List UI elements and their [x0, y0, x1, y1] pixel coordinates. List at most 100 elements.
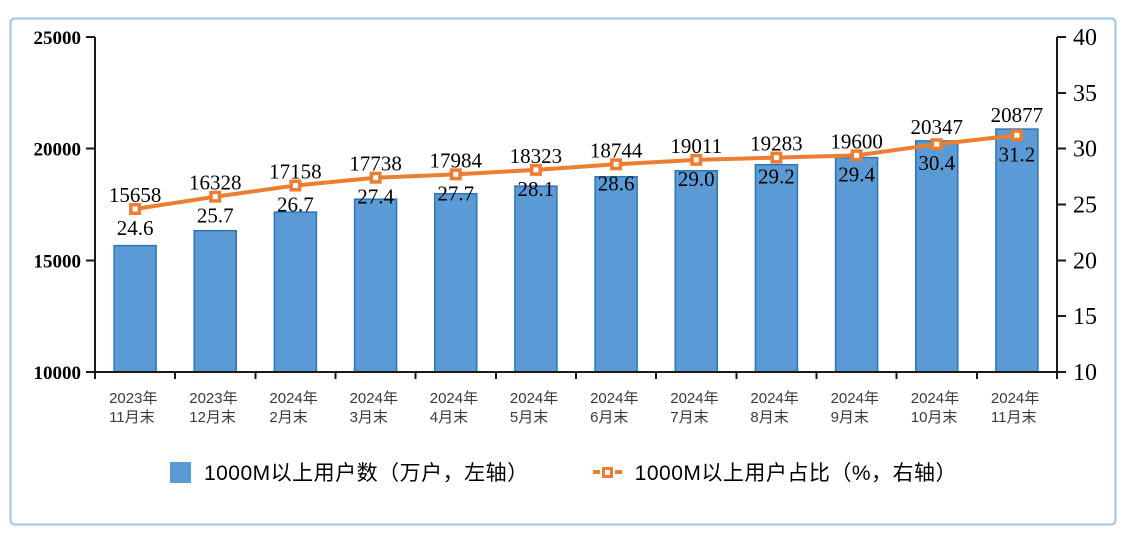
- bar-value-label: 19600: [830, 129, 883, 153]
- category-label-month: 11月末: [991, 409, 1037, 426]
- line-marker-inner: [693, 157, 699, 163]
- data-labels: 15658 16328 17158 17738 17984 18323 18744 19011…: [109, 103, 1043, 240]
- line-marker-inner: [132, 206, 138, 212]
- line-value-label: 28.6: [598, 171, 635, 195]
- line-marker-square: [601, 466, 613, 478]
- category-label-month: 10月末: [911, 409, 958, 426]
- right-axis-tick-label: 40: [1073, 25, 1097, 51]
- category-label-month: 2月末: [269, 409, 307, 426]
- line-marker-inner: [533, 167, 539, 173]
- bar: [434, 192, 478, 373]
- category-label-year: 2024年: [350, 390, 398, 407]
- line-series-marker: [592, 466, 622, 478]
- left-axis-tick-label: 10000: [34, 363, 82, 384]
- left-axis-tick-label: 20000: [34, 140, 82, 161]
- line-series-markers: [129, 129, 1023, 215]
- legend-label-line-series: 1000M以上用户占比（%，右轴）: [634, 462, 958, 485]
- line-value-label: 27.7: [437, 181, 474, 205]
- line-value-label: 29.0: [678, 167, 715, 191]
- bar: [193, 229, 237, 373]
- category-label-month: 4月末: [430, 409, 468, 426]
- line-value-label: 28.1: [518, 177, 555, 201]
- right-axis-tick-label: 15: [1073, 304, 1097, 330]
- bar: [834, 156, 879, 373]
- line-marker-dash: [614, 470, 622, 474]
- category-label-year: 2023年: [189, 390, 237, 407]
- line-marker-inner: [292, 183, 298, 189]
- panel-frame: [9, 17, 1117, 526]
- right-axis-tick-label: 20: [1073, 248, 1097, 274]
- bar-value-label: 18744: [590, 138, 643, 162]
- category-label-year: 2024年: [670, 390, 718, 407]
- bar-value-label: 17738: [349, 152, 402, 176]
- right-axis-tick-label: 30: [1073, 137, 1097, 163]
- category-label-month: 3月末: [350, 409, 388, 426]
- line-value-label: 24.6: [117, 216, 154, 240]
- line-value-label: 29.4: [838, 162, 875, 186]
- category-label-year: 2024年: [269, 390, 317, 407]
- bar-value-label: 19011: [670, 134, 722, 158]
- bar: [995, 128, 1039, 373]
- category-label-year: 2024年: [991, 390, 1039, 407]
- left-axis-tick-label: 15000: [34, 251, 82, 272]
- line-value-label: 26.7: [277, 193, 314, 217]
- category-label-year: 2024年: [831, 390, 879, 407]
- bar-value-label: 20347: [911, 115, 964, 139]
- category-label-month: 11月末: [109, 409, 155, 426]
- right-axis: 40 35 30 25 20 15 10: [1057, 25, 1097, 386]
- right-axis-tick-label: 25: [1073, 193, 1097, 219]
- line-value-label: 25.7: [197, 204, 234, 228]
- category-label-year: 2024年: [510, 390, 558, 407]
- right-axis-tick-label: 10: [1073, 360, 1097, 386]
- legend-item-line-series: 1000M以上用户占比（%，右轴）: [592, 457, 958, 487]
- line-marker-inner: [854, 152, 860, 158]
- line-marker-inner: [1014, 132, 1020, 138]
- left-axis-tick-label: 25000: [34, 28, 82, 49]
- category-labels: 2023年 11月末 2023年 12月末 2024年 2月末 2024年 3月末 2024年 4…: [109, 390, 1039, 426]
- category-label-month: 8月末: [750, 409, 788, 426]
- bar-value-label: 17158: [269, 160, 322, 184]
- category-label-year: 2024年: [911, 390, 959, 407]
- line-value-label: 29.2: [758, 165, 795, 189]
- category-label-year: 2024年: [590, 390, 638, 407]
- bar: [353, 198, 398, 373]
- legend-item-bar-series: 1000M以上用户数（万户，左轴）: [169, 457, 529, 487]
- bar: [273, 211, 318, 373]
- legend-label-bar-series: 1000M以上用户数（万户，左轴）: [203, 462, 529, 485]
- category-label-month: 6月末: [590, 409, 628, 426]
- line-value-label: 31.2: [999, 142, 1036, 166]
- line-marker-inner: [373, 175, 379, 181]
- category-label-year: 2024年: [750, 390, 798, 407]
- bar-value-label: 20877: [991, 103, 1044, 127]
- category-label-month: 7月末: [670, 409, 708, 426]
- bar: [113, 244, 157, 373]
- bar: [594, 175, 638, 373]
- bar-value-label: 17984: [430, 148, 483, 172]
- x-axis-ticks: [94, 372, 1058, 379]
- bar: [754, 163, 799, 373]
- bar: [674, 170, 718, 373]
- bar: [514, 185, 558, 373]
- bar: [915, 140, 959, 373]
- bar-value-label: 18323: [510, 144, 563, 168]
- line-marker-inner: [613, 161, 619, 167]
- category-label-month: 12月末: [189, 409, 236, 426]
- category-label-year: 2023年: [109, 390, 157, 407]
- line-marker-inner: [212, 194, 218, 200]
- category-label-year: 2024年: [430, 390, 478, 407]
- category-label-month: 9月末: [831, 409, 869, 426]
- line-marker-inner: [773, 155, 779, 161]
- bar-value-label: 19283: [750, 132, 803, 156]
- right-axis-tick-label: 35: [1073, 81, 1097, 107]
- bar-value-label: 15658: [109, 183, 162, 207]
- bar-series-swatch: [169, 461, 191, 483]
- category-label-month: 5月末: [510, 409, 548, 426]
- bar-value-label: 16328: [189, 171, 242, 195]
- left-axis: 25000 20000 15000 10000: [34, 28, 95, 384]
- line-marker-inner: [934, 141, 940, 147]
- axes: [94, 37, 1058, 373]
- line-value-label: 27.4: [357, 185, 394, 209]
- chart-legend: 1000M以上用户数（万户，左轴） 1000M以上用户占比（%，右轴）: [12, 450, 1115, 494]
